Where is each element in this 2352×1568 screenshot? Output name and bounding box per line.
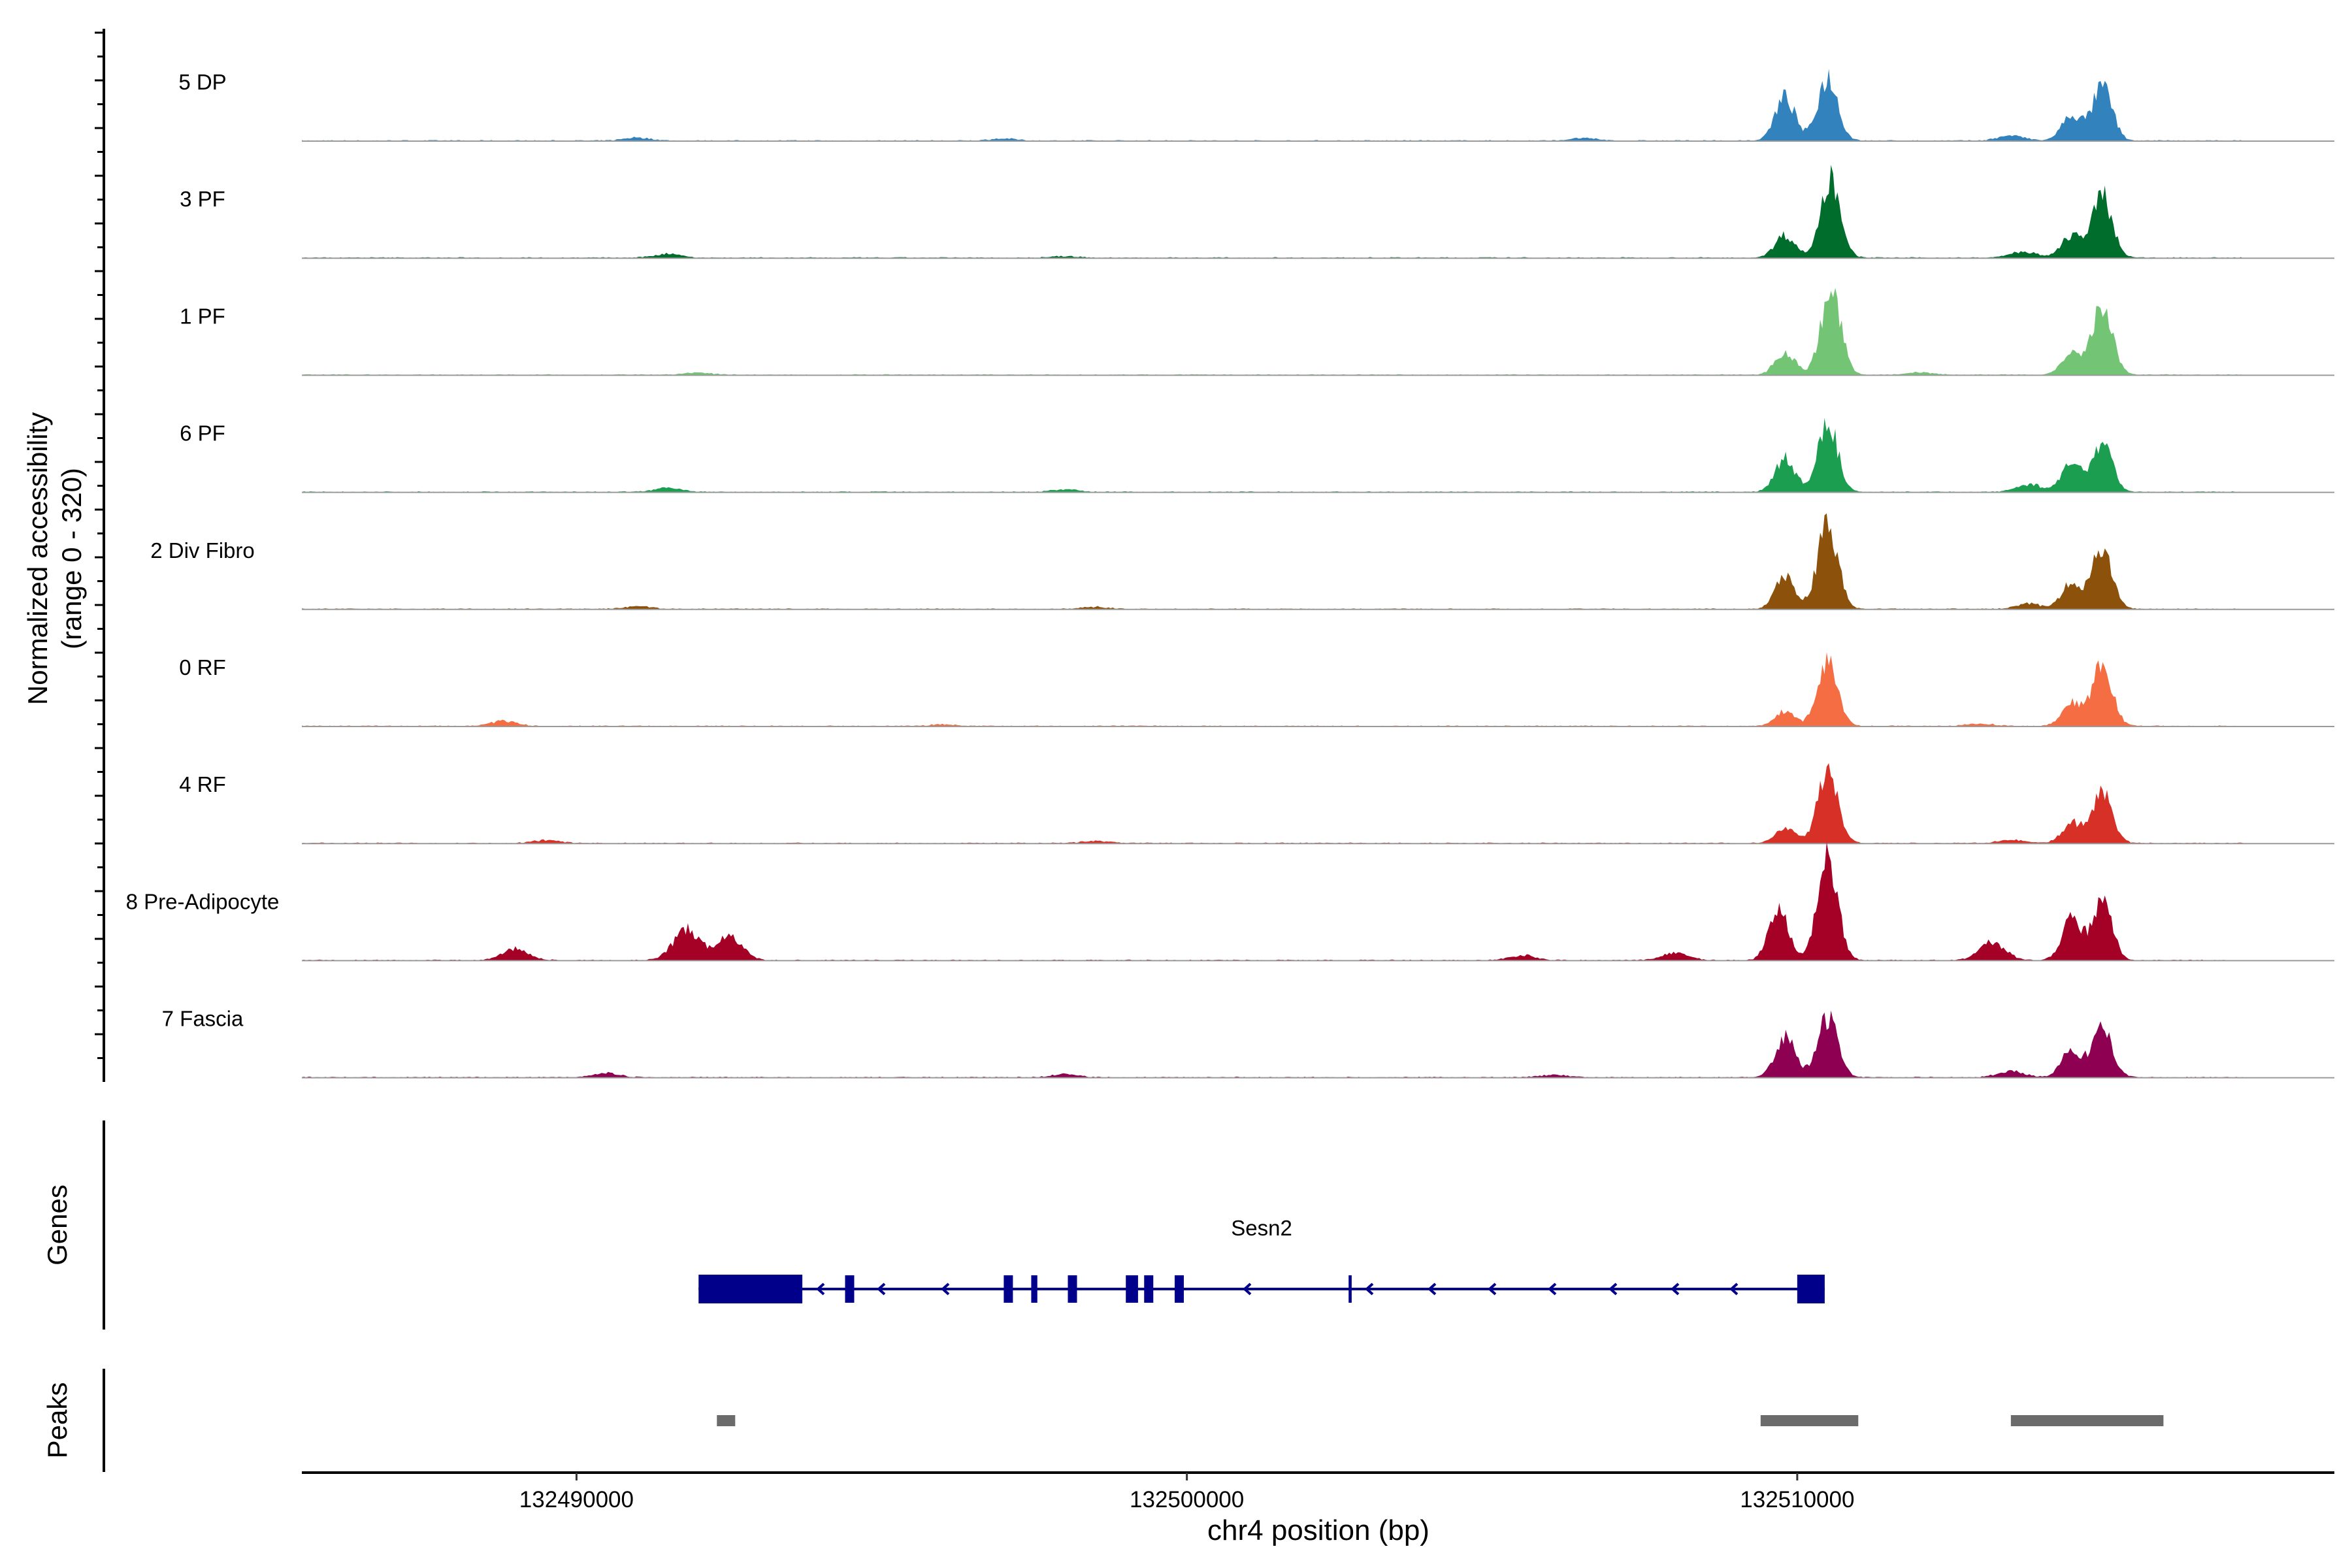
strand-arrow (1427, 1282, 1437, 1296)
coverage-tracks: 5 DP 3 PF 1 PF 6 PF 2 Div Fibro 0 RF 4 RF 8 Pre… (126, 69, 2334, 1079)
strand-arrow (1670, 1282, 1680, 1296)
track-label: 1 PF (180, 304, 225, 328)
coverage-track: 0 RF (179, 652, 2334, 727)
y-axis-title-line1: Normalized accessibility (22, 412, 53, 705)
peak-region (717, 1415, 736, 1426)
track-label: 3 PF (180, 187, 225, 211)
strand-arrow (1487, 1282, 1497, 1296)
coverage-track: 3 PF (180, 165, 2334, 259)
strand-arrow (1547, 1282, 1557, 1296)
strand-arrow (1242, 1282, 1252, 1296)
y-axis-title: Normalized accessibility (range 0 - 320) (22, 412, 87, 705)
gene-exon (1126, 1275, 1138, 1303)
gene-exon (1068, 1275, 1077, 1303)
x-tick-label: 132510000 (1740, 1487, 1854, 1512)
peaks-panel-label: Peaks (42, 1382, 73, 1459)
gene-exon (1031, 1275, 1037, 1303)
y-axis-title-line2: (range 0 - 320) (56, 468, 87, 649)
x-axis-title: chr4 position (bp) (1207, 1514, 1429, 1546)
gene-exon (1004, 1275, 1013, 1303)
peak-region (1760, 1415, 1859, 1426)
strand-arrow (1729, 1282, 1739, 1296)
track-label: 4 RF (179, 772, 226, 796)
gene-name-label: Sesn2 (1231, 1216, 1292, 1240)
x-tick-label: 132490000 (519, 1487, 634, 1512)
strand-arrow (1608, 1282, 1618, 1296)
coverage-track: 8 Pre-Adipocyte (126, 841, 2334, 962)
coverage-track: 4 RF (179, 763, 2334, 845)
gene-exon (1348, 1275, 1352, 1303)
strand-arrow (876, 1282, 886, 1296)
coverage-track: 2 Div Fibro (150, 513, 2334, 610)
gene-exon (1174, 1275, 1184, 1303)
strand-arrow (1364, 1282, 1374, 1296)
gene-model (698, 1275, 1825, 1303)
peak-regions (717, 1415, 2164, 1426)
x-tick-label: 132500000 (1130, 1487, 1244, 1512)
track-label: 5 DP (178, 70, 226, 94)
track-label: 6 PF (180, 421, 225, 446)
gene-exon (845, 1275, 855, 1303)
x-axis-ticks: 132490000 132500000 132510000 (519, 1473, 1854, 1512)
strand-arrow (940, 1282, 950, 1296)
gene-exon (698, 1275, 803, 1303)
gene-exon (1797, 1275, 1825, 1303)
coverage-track: 7 Fascia (162, 1007, 2334, 1079)
coverage-track: 1 PF (180, 287, 2334, 376)
coverage-y-axis-ticks (95, 31, 104, 1059)
strand-arrow (815, 1282, 825, 1296)
track-label: 8 Pre-Adipocyte (126, 889, 280, 913)
genes-panel-label: Genes (42, 1184, 73, 1266)
track-label: 2 Div Fibro (150, 538, 255, 563)
coverage-track: 5 DP (178, 69, 2334, 142)
coverage-track: 6 PF (180, 417, 2334, 493)
gene-exon (1144, 1275, 1154, 1303)
track-label: 0 RF (179, 655, 226, 679)
track-label: 7 Fascia (162, 1007, 244, 1031)
peak-region (2010, 1415, 2164, 1426)
